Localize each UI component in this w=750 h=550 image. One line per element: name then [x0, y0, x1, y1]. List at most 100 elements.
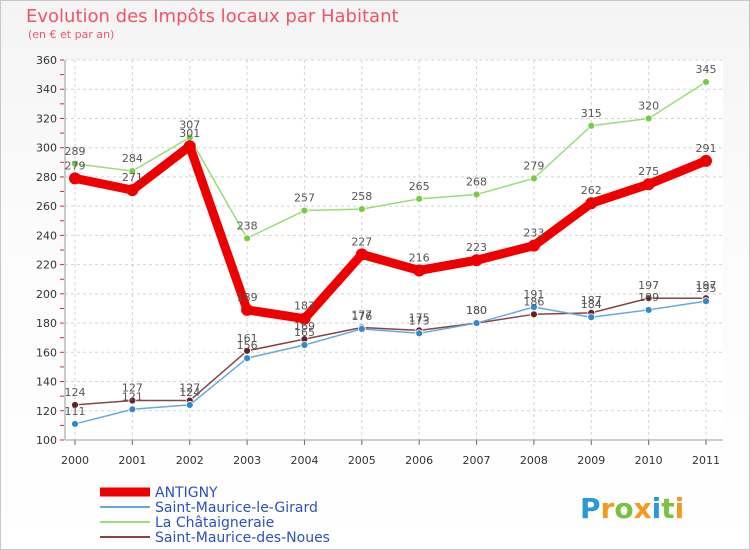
data-point — [241, 303, 254, 316]
data-label: 268 — [466, 175, 487, 188]
chart-subtitle: (en € et par an) — [28, 28, 114, 41]
data-point — [185, 401, 194, 409]
data-label: 191 — [523, 288, 544, 301]
series-line — [74, 300, 707, 425]
data-point — [126, 184, 139, 197]
logo-letter: i — [675, 492, 685, 525]
y-tick-label: 220 — [36, 259, 57, 272]
data-point — [128, 405, 137, 414]
data-label: 258 — [351, 190, 372, 203]
data-label: 233 — [523, 227, 544, 240]
x-tick-label: 2003 — [233, 454, 261, 467]
data-point — [702, 78, 710, 86]
data-point — [298, 312, 311, 325]
legend-label: La Châtaigneraie — [155, 515, 274, 531]
data-point — [357, 325, 366, 333]
data-label: 124 — [179, 386, 200, 399]
data-label: 315 — [581, 107, 602, 120]
data-label: 176 — [351, 310, 372, 323]
y-tick-label: 160 — [36, 346, 57, 359]
legend-label: Saint-Maurice-des-Noues — [155, 530, 330, 546]
x-tick-label: 2000 — [61, 454, 89, 467]
data-label: 186 — [523, 295, 544, 308]
logo-letter: o — [614, 492, 633, 525]
series-line — [74, 81, 707, 240]
data-label: 307 — [179, 118, 200, 131]
data-label: 169 — [294, 320, 315, 333]
x-tick-label: 2006 — [405, 454, 433, 467]
data-point — [530, 310, 538, 319]
y-tick-label: 260 — [36, 200, 57, 213]
data-point — [585, 197, 598, 210]
logo-letter: t — [661, 492, 674, 525]
data-label: 279 — [523, 159, 544, 172]
data-point — [128, 167, 137, 175]
y-tick-label: 360 — [36, 54, 57, 67]
logo-letter: i — [652, 492, 662, 525]
data-point — [413, 264, 426, 277]
data-label: 223 — [466, 241, 487, 254]
data-point — [587, 121, 596, 130]
series-layer: 289 284 307 238 257 258 265 268 279 315 320 345 279 2… — [65, 63, 717, 428]
y-tick-label: 280 — [36, 171, 57, 184]
data-label: 195 — [696, 282, 717, 295]
y-tick-label: 300 — [36, 142, 57, 155]
data-point — [530, 174, 538, 183]
series-1 — [71, 297, 710, 428]
x-tick-label: 2009 — [577, 454, 605, 467]
data-point — [71, 159, 79, 168]
data-label: 111 — [65, 405, 86, 418]
data-point — [357, 205, 366, 213]
data-point — [300, 206, 309, 215]
data-point — [71, 420, 79, 428]
x-tick-label: 2002 — [176, 454, 204, 467]
y-tick-label: 340 — [36, 83, 57, 96]
y-tick-label: 200 — [36, 288, 57, 301]
legend-label: ANTIGNY — [155, 485, 218, 501]
data-label: 265 — [409, 180, 430, 193]
data-point — [415, 194, 424, 203]
data-label: 156 — [237, 339, 258, 352]
data-point — [128, 396, 137, 405]
data-point — [702, 297, 710, 306]
data-label: 180 — [466, 304, 487, 317]
data-label: 275 — [638, 165, 659, 178]
data-point — [415, 329, 424, 338]
data-label: 262 — [581, 184, 602, 197]
data-label: 345 — [696, 63, 717, 76]
data-label: 291 — [696, 142, 717, 155]
x-tick-label: 2005 — [348, 454, 376, 467]
data-point — [700, 154, 712, 167]
data-point — [355, 248, 368, 261]
data-label: 173 — [409, 314, 430, 327]
data-point — [472, 319, 481, 327]
y-tick-label: 180 — [36, 317, 57, 330]
x-tick-label: 2010 — [635, 454, 663, 467]
data-point — [587, 313, 596, 322]
data-point — [472, 190, 481, 199]
chart-title: Evolution des Impôts locaux par Habitant — [26, 6, 399, 27]
y-tick-label: 120 — [36, 405, 57, 418]
x-tick-label: 2011 — [692, 454, 720, 467]
data-label: 187 — [581, 294, 602, 307]
data-label: 227 — [351, 235, 372, 248]
logo-letter: P — [580, 492, 601, 525]
logo-letter: r — [601, 492, 615, 525]
data-point — [69, 172, 81, 185]
data-label: 289 — [65, 145, 86, 158]
data-point — [530, 303, 538, 311]
data-label: 197 — [638, 279, 659, 292]
data-label: 127 — [122, 382, 143, 395]
data-point — [527, 239, 540, 252]
data-point — [183, 140, 196, 153]
data-label: 271 — [122, 171, 143, 184]
data-label: 183 — [294, 300, 315, 313]
data-point — [642, 178, 655, 191]
data-label: 161 — [237, 332, 258, 345]
data-point — [300, 341, 309, 349]
data-label: 180 — [466, 304, 487, 317]
proxiti-logo: Proxiti — [580, 492, 684, 525]
x-tick-label: 2007 — [463, 454, 491, 467]
y-tick-label: 240 — [36, 229, 57, 242]
data-label: 127 — [179, 382, 200, 395]
